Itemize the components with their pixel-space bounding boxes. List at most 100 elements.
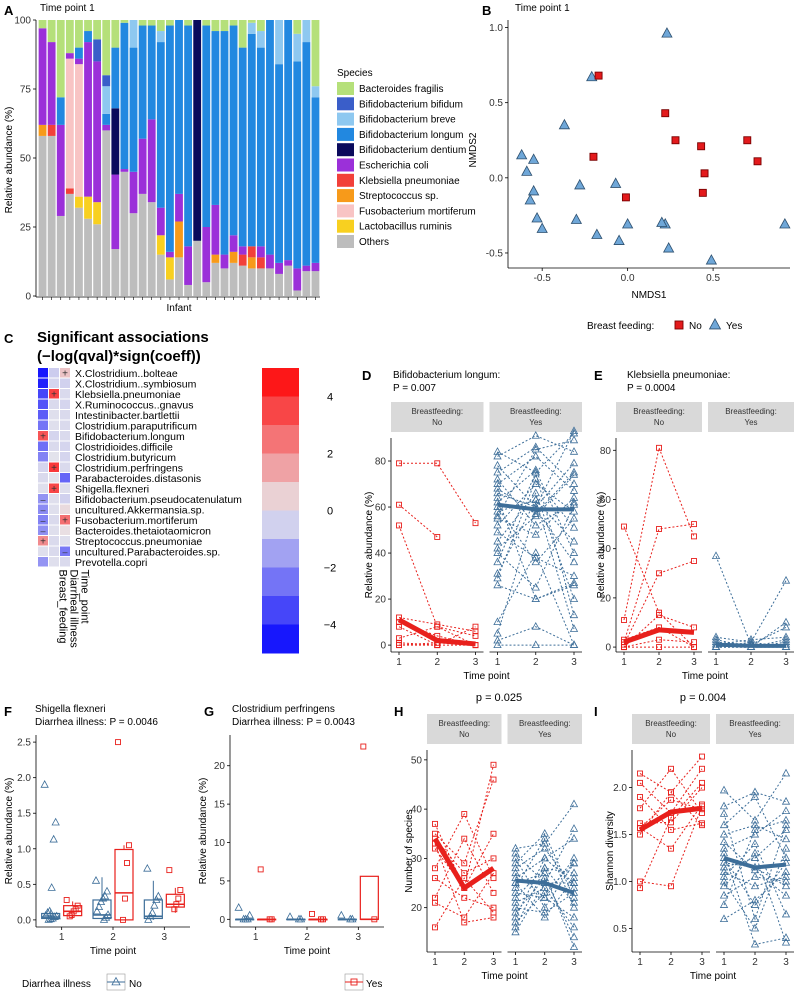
- yes-point: [524, 193, 536, 205]
- bar-segment: [138, 25, 147, 139]
- subject-point: [511, 858, 520, 867]
- panel-h-letter: H: [394, 704, 403, 719]
- subject-point: [490, 761, 497, 768]
- no-point: [743, 136, 752, 145]
- heat-cell: [60, 431, 70, 441]
- scale-band: [262, 368, 299, 397]
- heat-cell: [49, 399, 59, 409]
- bar-segment: [111, 47, 120, 109]
- box-point: [63, 897, 70, 903]
- subject-point: [432, 845, 438, 852]
- box-point: [70, 908, 77, 915]
- plus-mark: +: [40, 537, 46, 548]
- bar-segment: [93, 20, 102, 40]
- subject-point: [691, 644, 697, 651]
- legend-swatch: [337, 235, 354, 248]
- heat-cell: [49, 431, 59, 441]
- legend-swatch: [337, 158, 354, 172]
- box-point: [48, 913, 57, 922]
- panel-f-y-tick-label: 1.5: [17, 809, 31, 820]
- subject-line: [723, 773, 787, 822]
- bar-segment: [129, 171, 138, 214]
- box-point: [150, 900, 159, 909]
- mean-line: [623, 627, 695, 645]
- panel-h-strip-group: Yes: [538, 730, 551, 739]
- bar-segment: [65, 58, 74, 189]
- panel-c-title1: Significant associations: [37, 329, 209, 346]
- legend-swatch: [337, 219, 354, 233]
- subject-point: [750, 820, 760, 829]
- subject-line: [497, 470, 575, 616]
- panel-h-strip: [427, 714, 502, 744]
- panel-d-y-tick-label: 80: [375, 457, 387, 468]
- bar-segment: [93, 224, 102, 296]
- panel-d-strip-group: Yes: [529, 418, 542, 427]
- panel-e-strip: [616, 402, 702, 432]
- legend-swatch: [337, 97, 354, 111]
- panel-a-y-tick-label: 25: [20, 223, 32, 234]
- bar-segment: [111, 108, 120, 175]
- subject-line: [515, 857, 575, 918]
- subject-point: [511, 888, 520, 896]
- subject-point: [719, 848, 729, 857]
- panel-e-x-tick-label: 1: [621, 657, 627, 668]
- panel-e-strip-text: Breastfeeding:: [633, 407, 685, 416]
- bar-segment: [220, 254, 229, 269]
- subject-point: [396, 623, 402, 630]
- subject-point: [719, 801, 729, 810]
- panel-f-x-tick-label: 3: [162, 932, 168, 943]
- panel-g-y-tick-label: 0: [219, 915, 225, 926]
- panel-h-strip-text: Breastfeeding:: [519, 719, 571, 728]
- subject-point: [637, 805, 643, 812]
- panel-i-x-tick-label: 1: [721, 957, 727, 968]
- subject-point: [719, 837, 729, 845]
- subject-point: [719, 900, 729, 908]
- bar-segment: [138, 20, 147, 26]
- subject-point: [656, 444, 662, 451]
- subject-line: [434, 838, 494, 874]
- subject-point: [490, 904, 497, 911]
- heat-cell: [49, 368, 59, 378]
- plus-mark: +: [51, 390, 57, 401]
- plus-mark: +: [40, 432, 46, 443]
- bar-segment: [156, 207, 165, 236]
- bar-segment: [184, 284, 193, 296]
- bar-segment: [47, 124, 56, 136]
- bar-segment: [84, 31, 92, 43]
- subject-point: [493, 617, 502, 626]
- subject-point: [781, 876, 791, 885]
- bar-segment: [175, 257, 183, 296]
- subject-point: [569, 499, 579, 508]
- box-point: [285, 912, 295, 920]
- panel-f-letter: F: [4, 704, 12, 719]
- subject-point: [493, 479, 502, 487]
- plus-mark: +: [51, 463, 57, 474]
- heat-cell: [49, 557, 59, 567]
- legend-label: Fusobacterium mortiferum: [359, 206, 476, 217]
- box-point: [74, 902, 81, 909]
- legend-label: Bifidobacterium dentium: [359, 145, 466, 156]
- box-point: [154, 891, 163, 900]
- subject-point: [511, 893, 520, 901]
- bar-segment: [229, 262, 238, 296]
- panel-b-title: Time point 1: [515, 3, 570, 14]
- bar-segment: [84, 196, 92, 219]
- panel-d-y-tick-label: 40: [375, 549, 387, 560]
- heat-row-label: Intestinibacter.bartlettii: [75, 410, 179, 422]
- subject-point: [781, 933, 791, 941]
- subject-line: [715, 622, 787, 648]
- heat-cell: [60, 546, 70, 556]
- panel-h-xlabel: Time point: [481, 971, 528, 982]
- subject-point: [434, 533, 441, 540]
- subject-point: [621, 523, 627, 530]
- box-point: [99, 915, 109, 923]
- subject-point: [750, 839, 760, 847]
- bar-segment: [202, 227, 211, 283]
- heat-cell: [38, 557, 48, 567]
- heat-cell: [49, 441, 59, 451]
- subject-point: [540, 912, 549, 921]
- heat-cell: [49, 420, 59, 430]
- panel-d-y-tick-label: 0: [380, 641, 386, 652]
- subject-point: [540, 833, 549, 842]
- legend-swatch: [337, 82, 354, 95]
